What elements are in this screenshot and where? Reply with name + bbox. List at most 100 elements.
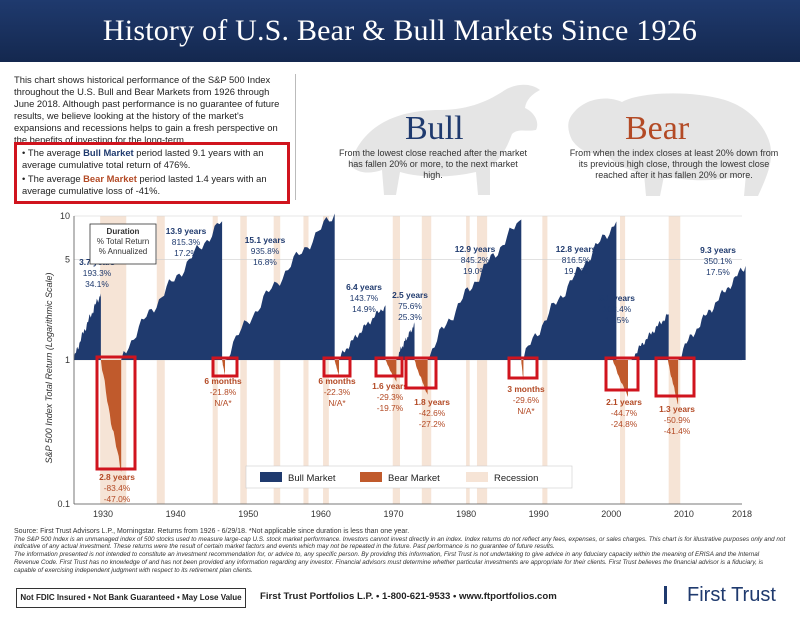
bull-market-area [523,221,617,360]
axes: 0.1 1 5 10 1930 1940 1950 1960 1970 1980 1990 2000 2… [57,211,752,519]
bull-market-term: Bull Market [83,147,134,158]
x-tick-label: 2010 [674,509,694,519]
bull-total-return: 108.4% [603,304,632,314]
bear-highlight-box [95,355,137,471]
bear-total-return: -29.3% [377,392,404,402]
bear-annualized: -27.2% [419,419,446,429]
x-tick-label: 1980 [456,509,476,519]
bull-average-note: • The average Bull Market period lasted … [22,147,264,170]
bull-market-area [225,213,335,360]
header-banner: History of U.S. Bear & Bull Markets Sinc… [0,0,800,62]
bear-heading: Bear [625,110,690,147]
intro-text: This chart shows historical performance … [14,74,280,145]
bear-market-area [414,360,428,395]
bull-annualized: 34.1% [85,279,109,289]
bear-market-label: 1.6 years-29.3%-19.7% [372,381,408,413]
bull-total-return: 75.6% [398,301,422,311]
bear-highlight-boxes [95,355,696,471]
bear-market-label: 2.8 years-83.4%-47.0% [99,472,135,504]
bear-total-return: -21.8% [210,387,237,397]
duration-key-line: % Annualized [99,247,147,256]
bear-annualized: -19.7% [377,403,404,413]
y-tick-label: 5 [65,254,70,264]
fdic-notice: Not FDIC Insured • Not Bank Guaranteed •… [16,588,246,608]
bear-market-label: 6 months-22.3%N/A* [318,376,356,408]
bear-total-return: -50.9% [664,415,691,425]
x-tick-label: 1940 [166,509,186,519]
bull-total-return: 816.5% [562,255,591,265]
source-note: Source: First Trust Advisors L.P., Morni… [14,528,410,535]
footnotes: Source: First Trust Advisors L.P., Morni… [14,528,786,574]
bull-total-return: 143.7% [350,293,379,303]
bear-annualized: -24.8% [611,419,638,429]
bull-total-return: 815.3% [172,237,201,247]
bull-duration: 12.9 years [455,244,496,254]
bull-market-area [74,293,101,360]
bear-total-return: -42.6% [419,408,446,418]
bear-total-return: -83.4% [104,483,131,493]
bull-total-return: 935.8% [251,246,280,256]
legend-bear-swatch [360,472,382,482]
bear-market-area [667,360,679,405]
x-tick-label: 1950 [238,509,258,519]
disclaimer-2: The information presented is not intende… [14,551,764,574]
bear-market-area [521,360,524,382]
y-axis-label: S&P 500 Index Total Return (Logarithmic … [44,273,54,464]
bear-duration: 3 months [507,384,545,394]
page-title: History of U.S. Bear & Bull Markets Sinc… [102,14,698,47]
bear-description: From when the index closes at least 20% … [569,148,779,180]
bear-market-label: 6 months-21.8%N/A* [204,376,242,408]
duration-key-box [89,223,157,265]
y-tick-label: 1 [65,355,70,365]
bull-annualized: 17.2% [174,248,198,258]
chart-legend: Bull Market Bear Market Recession [245,465,573,489]
duration-key-line: % Total Return [97,237,149,246]
bull-annualized: 17.5% [706,267,730,277]
bear-market-area [334,360,340,376]
bear-average-note: • The average Bear Market period lasted … [22,173,267,196]
legend-bear-label: Bear Market [388,473,440,484]
bull-annualized: 19.0% [463,266,487,276]
first-trust-logo: First Trust [664,584,776,607]
bear-market-area [222,360,226,376]
bull-market-area [678,265,746,360]
bull-market-area [339,305,386,360]
bear-duration: 1.3 years [659,404,695,414]
bear-duration: 6 months [204,376,242,386]
x-tick-label: 2000 [601,509,621,519]
bear-annualized: N/A* [214,398,232,408]
bull-total-return: 193.3% [83,268,112,278]
logo-mark-icon [664,586,683,604]
bear-highlight-box [404,356,438,390]
bull-heading: Bull [405,110,464,147]
bull-duration: 15.1 years [245,235,286,245]
bear-highlight-box [322,356,352,378]
legend-bull-swatch [260,472,282,482]
bear-highlight-box [604,356,640,392]
bull-annualized: 15.5% [605,315,629,325]
x-tick-label: 1970 [383,509,403,519]
bull-duration: 5.1 years [599,293,635,303]
bear-silhouette [568,93,772,196]
legend-recession-swatch [466,472,488,482]
bull-total-return: 845.2% [461,255,490,265]
bull-annualized: 19.0% [564,266,588,276]
bear-duration: 2.1 years [606,397,642,407]
bull-total-return: 350.1% [704,256,733,266]
x-tick-label: 1930 [93,509,113,519]
bear-annualized: -41.4% [664,426,691,436]
bull-bear-chart: 0.1 1 5 10 1930 1940 1950 1960 1970 1980 1990 2000 2… [44,211,752,519]
legend-box [245,465,573,489]
bull-annualized: 16.8% [253,257,277,267]
y-tick-label: 0.1 [57,499,70,509]
bull-description: From the lowest close reached after the … [338,148,528,180]
bull-duration: 9.3 years [700,245,736,255]
bear-annualized: -47.0% [104,494,131,504]
legend-bull-label: Bull Market [288,473,336,484]
bull-market-area [121,221,223,360]
bull-duration: 13.9 years [166,226,207,236]
